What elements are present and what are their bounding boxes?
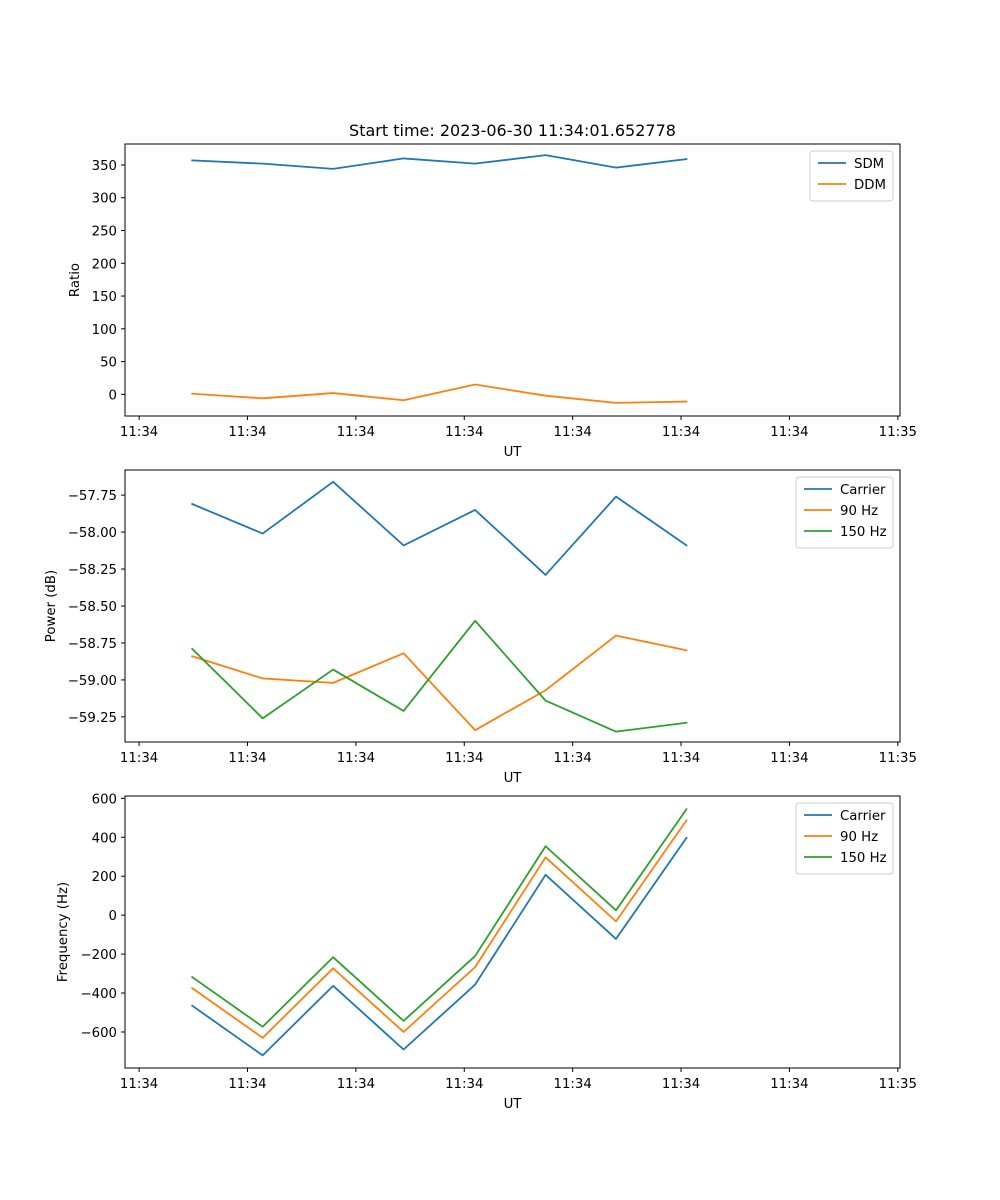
ratio-x-axis-label: UT [504,445,523,460]
frequency-legend: Carrier 90 Hz 150 Hz [795,802,894,875]
frequency-y-tick-label: 200 [92,870,117,885]
power-y-tick-label: −57.75 [68,489,117,504]
power-x-axis-label: UT [504,771,523,786]
frequency-y-axis-label: Frequency (Hz) [56,882,71,982]
power-x-tick-label: 11:34 [120,751,158,766]
ratio-x-tick-label: 11:34 [120,425,158,440]
power-series-line-carrier [191,480,688,576]
power-y-tick-label: −59.25 [68,711,117,726]
power-chart: 11:34 11:34 11:34 11:34 11:34 11:34 11:34 11:35… [44,469,917,786]
ratio-y-tick-label: 300 [92,192,117,207]
ratio-legend-label: DDM [854,178,886,193]
chart-panels: 11:34 11:34 11:34 11:34 11:34 11:34 11:34 11:35… [44,143,917,1112]
ratio-series-line-ddm [191,383,688,404]
power-y-tick-label: −58.75 [68,637,117,652]
ratio-y-axis-label: Ratio [68,263,83,297]
frequency-y-tick-label: −600 [80,1026,117,1041]
frequency-x-axis-label: UT [504,1097,523,1112]
ratio-x-tick-label: 11:34 [445,425,483,440]
power-x-tick-label: 11:34 [228,751,266,766]
ratio-y-tick-label: 0 [109,388,117,403]
power-y-axis-label: Power (dB) [44,570,59,642]
ratio-y-tick-label: 100 [92,323,117,338]
frequency-y-tick-label: −200 [80,948,117,963]
power-legend-label: 90 Hz [840,504,878,519]
power-x-tick-label: 11:34 [337,751,375,766]
frequency-x-tick-label: 11:34 [445,1077,483,1092]
frequency-y-tick-label: 0 [109,909,117,924]
power-legend: Carrier 90 Hz 150 Hz [795,476,894,549]
ratio-x-tick-label: 11:34 [770,425,808,440]
ratio-y-tick-label: 150 [92,290,117,305]
frequency-x-tick-label: 11:34 [120,1077,158,1092]
ratio-x-tick-label: 11:35 [879,425,917,440]
power-series-line-150-hz [190,619,688,733]
frequency-x-tick-label: 11:34 [770,1077,808,1092]
power-legend-label: 150 Hz [840,525,887,540]
frequency-x-tick-label: 11:34 [553,1077,591,1092]
power-y-tick-label: −58.25 [68,563,117,578]
ratio-chart: 11:34 11:34 11:34 11:34 11:34 11:34 11:34 11:35… [68,143,917,460]
ratio-y-tick-label: 50 [100,356,117,371]
figure-title: Start time: 2023-06-30 11:34:01.652778 [349,121,676,140]
power-y-tick-label: −58.00 [68,526,117,541]
frequency-plot-frame [124,795,901,1069]
ratio-legend: SDM DDM [809,150,894,202]
frequency-legend-label: 150 Hz [840,851,887,866]
ratio-x-tick-label: 11:34 [228,425,266,440]
ratio-plot-frame [124,143,901,417]
frequency-legend-label: 90 Hz [840,830,878,845]
ratio-legend-label: SDM [854,157,884,172]
power-y-tick-label: −58.50 [68,600,117,615]
frequency-y-tick-label: −400 [80,987,117,1002]
power-series-line-90-hz [191,634,688,732]
frequency-x-tick-label: 11:35 [879,1077,917,1092]
power-x-tick-label: 11:34 [662,751,700,766]
ratio-series-line-sdm [191,154,688,170]
frequency-x-tick-label: 11:34 [662,1077,700,1092]
frequency-legend-label: Carrier [840,809,886,824]
ratio-x-tick-label: 11:34 [553,425,591,440]
power-y-tick-label: −59.00 [68,674,117,689]
power-x-tick-label: 11:34 [553,751,591,766]
ratio-x-tick-label: 11:34 [337,425,375,440]
ratio-y-tick-label: 350 [92,159,117,174]
frequency-x-tick-label: 11:34 [337,1077,375,1092]
power-x-tick-label: 11:34 [770,751,808,766]
frequency-y-tick-label: 400 [92,831,117,846]
ratio-y-tick-label: 200 [92,257,117,272]
ratio-y-tick-label: 250 [92,225,117,240]
power-legend-label: Carrier [840,483,886,498]
frequency-series-line-carrier [190,836,688,1057]
ratio-x-tick-label: 11:34 [662,425,700,440]
frequency-x-tick-label: 11:34 [228,1077,266,1092]
frequency-series-line-90-hz [190,819,688,1039]
frequency-chart: 11:34 11:34 11:34 11:34 11:34 11:34 11:34 11:35… [56,792,917,1112]
power-x-tick-label: 11:35 [879,751,917,766]
frequency-series-line-150-hz [190,807,688,1028]
power-x-tick-label: 11:34 [445,751,483,766]
frequency-y-tick-label: 600 [92,792,117,807]
